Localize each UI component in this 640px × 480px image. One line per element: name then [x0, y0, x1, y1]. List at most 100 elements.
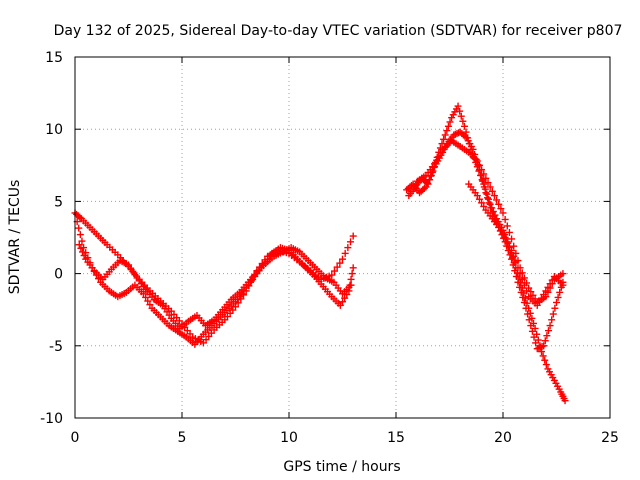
data-point — [540, 342, 548, 350]
data-point-interp — [478, 166, 486, 174]
data-point-interp — [486, 183, 494, 191]
data-point-interp — [506, 251, 514, 259]
data-point-interp — [541, 337, 549, 345]
data-point — [454, 102, 462, 110]
data-point-interp — [75, 224, 83, 232]
data-point-interp — [523, 287, 531, 295]
data-point — [508, 235, 516, 243]
data-point — [473, 157, 481, 165]
data-point-interp — [333, 263, 341, 271]
data-point-interp — [505, 242, 513, 250]
data-point-interp — [520, 281, 528, 289]
data-point-interp — [549, 310, 557, 318]
data-point-interp — [435, 153, 443, 161]
x-tick-label: 25 — [601, 430, 619, 446]
data-point-interp — [446, 118, 454, 126]
data-point-interp — [484, 179, 492, 187]
data-point-interp — [426, 176, 434, 184]
data-point-interp — [488, 187, 496, 195]
data-point — [482, 174, 490, 182]
data-point-interp — [77, 244, 85, 252]
data-point-interp — [492, 216, 500, 224]
data-point-interp — [455, 129, 463, 137]
data-point — [499, 209, 507, 217]
data-point-interp — [517, 288, 525, 296]
x-tick-label: 20 — [494, 430, 512, 446]
data-point-interp — [456, 107, 464, 115]
data-point-interp — [503, 222, 511, 230]
plot-frame — [74, 56, 611, 419]
data-point-interp — [78, 248, 86, 256]
data-point-interp — [503, 238, 511, 246]
data-point-interp — [505, 228, 513, 236]
data-point — [339, 255, 346, 263]
data-point — [139, 290, 147, 298]
data-point-interp — [330, 267, 338, 275]
data-point-interp — [437, 149, 445, 157]
data-point — [441, 131, 449, 139]
data-point-interp — [512, 272, 520, 280]
data-point-interp — [336, 259, 344, 267]
data-point-interp — [510, 252, 518, 260]
data-point-interp — [516, 283, 524, 291]
y-axis-label: SDTVAR / TECUs — [7, 180, 23, 295]
x-tick-label: 5 — [178, 430, 187, 446]
data-point — [424, 180, 432, 188]
data-point — [490, 192, 498, 200]
data-point-interp — [461, 132, 469, 140]
data-point-interp — [546, 280, 554, 288]
x-axis-ticks: 0 5 10 15 20 25 — [71, 430, 619, 446]
data-point — [559, 270, 567, 278]
data-point-interp — [540, 291, 548, 299]
data-point — [527, 322, 535, 330]
x-tick-label: 0 — [71, 430, 80, 446]
data-point-interp — [493, 196, 501, 204]
data-point — [460, 122, 468, 130]
y-tick-label: -5 — [49, 339, 63, 355]
data-point-interp — [420, 184, 428, 192]
data-point — [450, 131, 458, 139]
x-tick-label: 15 — [387, 430, 405, 446]
data-point-interp — [544, 327, 552, 335]
data-point — [328, 271, 336, 279]
data-point-interp — [487, 204, 495, 212]
data-point-interp — [539, 352, 547, 360]
data-point-interp — [548, 316, 556, 324]
data-point-interp — [475, 161, 483, 169]
data-point-interp — [532, 339, 540, 347]
data-point-interp — [535, 298, 543, 306]
data-point-interp — [556, 288, 564, 296]
data-point-interp — [525, 316, 533, 324]
data-point-interp — [144, 297, 152, 305]
data-point-interp — [548, 276, 556, 284]
data-point-interp — [76, 231, 84, 239]
data-point-interp — [344, 244, 352, 252]
data-point — [533, 301, 541, 309]
data-point-interp — [495, 200, 503, 208]
data-point-interp — [142, 293, 150, 301]
data-point-interp — [522, 304, 530, 312]
data-point — [349, 264, 357, 272]
data-point — [516, 270, 524, 278]
data-point — [499, 229, 507, 237]
y-tick-label: 10 — [45, 122, 63, 138]
data-point-interp — [433, 156, 441, 164]
data-point-interp — [248, 277, 256, 285]
data-point — [559, 281, 567, 289]
data-point — [336, 301, 344, 309]
data-point-interp — [543, 332, 551, 340]
data-point-interp — [528, 327, 536, 335]
x-axis-label: GPS time / hours — [283, 459, 400, 475]
data-point-interp — [341, 294, 349, 302]
data-point-interp — [536, 343, 544, 351]
data-point-interp — [457, 112, 465, 120]
data-point-interp — [485, 199, 493, 207]
data-point-interp — [497, 205, 505, 213]
data-point — [482, 189, 490, 197]
data-point-interp — [519, 293, 527, 301]
data-point-interp — [551, 304, 559, 312]
data-point-interp — [514, 264, 522, 272]
data-point-interp — [76, 213, 84, 221]
data-point-interp — [544, 283, 552, 291]
y-tick-label: 15 — [45, 50, 63, 66]
